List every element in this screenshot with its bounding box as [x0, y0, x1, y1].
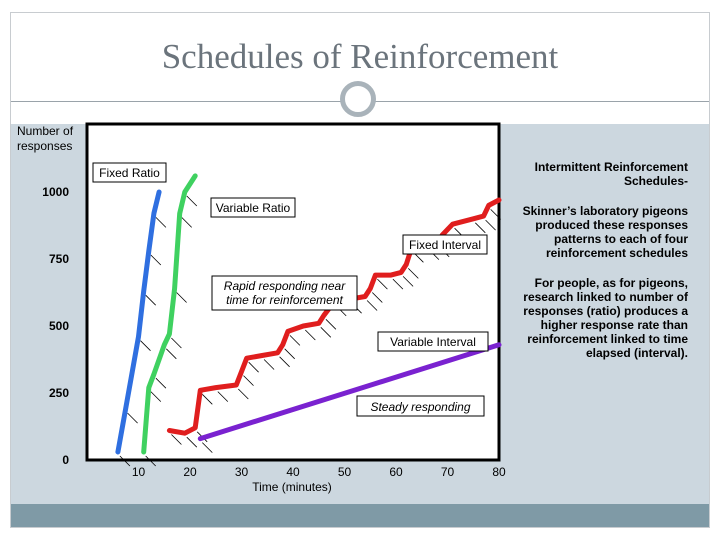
hash-mark: [392, 278, 404, 290]
x-tick-label: 50: [338, 465, 352, 479]
hash-mark: [263, 359, 275, 370]
hash-mark: [325, 319, 337, 330]
hash-mark: [145, 294, 156, 306]
x-tick-label: 30: [235, 465, 249, 479]
hash-mark: [150, 254, 162, 266]
hash-mark: [475, 222, 486, 234]
series-line-variable-interval: [197, 342, 502, 442]
hash-mark: [186, 195, 198, 207]
hash-mark: [289, 335, 301, 346]
hash-mark: [202, 442, 213, 453]
hash-mark: [377, 278, 388, 290]
slide-title: Schedules of Reinforcement: [161, 37, 559, 76]
side-paragraph-1: Skinner’s laboratory pigeons produced th…: [522, 204, 688, 260]
x-tick-label: 40: [286, 465, 300, 479]
hash-mark: [181, 217, 192, 228]
hash-mark: [485, 219, 496, 231]
annotation-steady-responding: Steady responding: [356, 395, 485, 417]
hash-mark: [279, 356, 290, 368]
hash-mark: [145, 455, 156, 467]
y-tick-label: 0: [62, 453, 69, 467]
y-tick-label: 250: [49, 386, 69, 400]
side-paragraph-2: For people, as for pigeons, research lin…: [523, 276, 688, 360]
annotation-rapid-responding: Rapid responding near time for reinforcem…: [211, 275, 358, 311]
hash-mark: [140, 340, 151, 351]
label-variable-interval: Variable Interval: [377, 331, 489, 352]
hash-mark: [171, 434, 182, 445]
hash-mark: [186, 436, 198, 448]
hash-mark: [402, 276, 414, 287]
hash-mark: [248, 361, 259, 373]
hash-mark: [490, 209, 501, 220]
label-variable-ratio: Variable Ratio: [210, 197, 296, 218]
y-tick-label: 750: [49, 252, 69, 266]
hash-mark: [408, 268, 419, 279]
hash-mark: [305, 329, 316, 341]
label-fixed-interval-text: Fixed Interval: [409, 238, 481, 252]
response-hash-marks: [119, 195, 501, 467]
label-variable-interval-text: Variable Interval: [390, 335, 476, 349]
hash-mark: [372, 292, 383, 303]
hash-mark: [217, 391, 229, 402]
x-axis-title: Time (minutes): [252, 480, 332, 494]
hash-mark: [166, 348, 177, 360]
hash-mark: [238, 388, 249, 400]
footer-band: [11, 504, 709, 527]
hash-mark: [150, 391, 162, 402]
x-tick-label: 20: [183, 465, 197, 479]
hash-mark: [176, 292, 187, 303]
annotation-steady-responding-text: Steady responding: [370, 400, 470, 414]
series-line-fixed-ratio: [115, 189, 162, 455]
side-heading: Intermittent Reinforcement Schedules-: [534, 160, 688, 188]
x-tick-label: 60: [389, 465, 403, 479]
y-tick-label: 500: [49, 319, 69, 333]
x-tick-label: 70: [441, 465, 455, 479]
x-tick-label: 80: [492, 465, 506, 479]
hash-mark: [127, 412, 138, 424]
label-fixed-ratio-text: Fixed Ratio: [99, 166, 160, 180]
hash-mark: [366, 300, 378, 311]
hash-mark: [243, 375, 254, 386]
hash-mark: [119, 455, 131, 467]
hash-mark: [155, 217, 167, 228]
hash-mark: [320, 327, 332, 338]
series-line-variable-ratio: [141, 173, 198, 455]
label-fixed-ratio: Fixed Ratio: [92, 162, 167, 183]
label-variable-ratio-text: Variable Ratio: [216, 201, 291, 215]
title-circle-icon: [340, 81, 376, 117]
title-area: Schedules of Reinforcement: [11, 13, 709, 123]
y-tick-label: 1000: [42, 185, 69, 199]
annotation-rapid-responding-text: Rapid responding near time for reinforcem…: [224, 279, 346, 307]
hash-mark: [171, 337, 182, 349]
tick-labels: 10 20 30 40 50 60 70 80 0 250 500 750 1000: [42, 185, 506, 479]
hash-mark: [284, 348, 295, 360]
hash-mark: [155, 377, 167, 389]
hash-mark: [202, 394, 213, 405]
y-axis-title: Number of responses: [17, 124, 81, 154]
x-tick-label: 10: [132, 465, 146, 479]
label-fixed-interval: Fixed Interval: [402, 234, 488, 255]
y-axis-title-text: Number of responses: [17, 124, 74, 153]
